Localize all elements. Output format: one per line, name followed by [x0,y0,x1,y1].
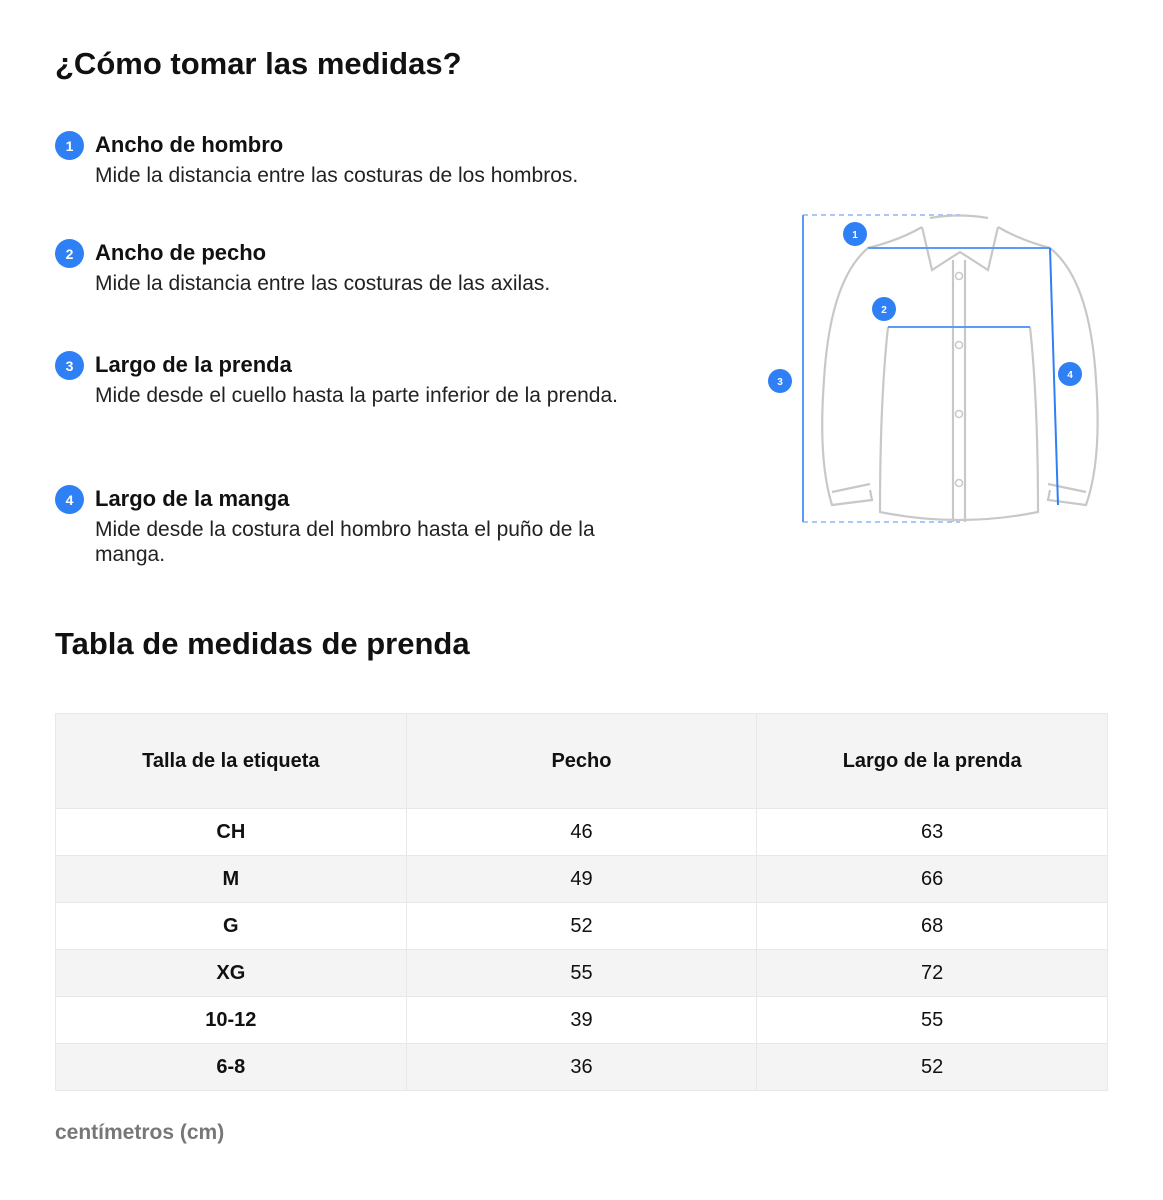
cell-length: 68 [756,902,1108,950]
column-header-length: Largo de la prenda [756,713,1108,809]
cell-chest: 52 [405,902,758,950]
badge-3-label: 3 [777,377,783,388]
badge-1-label: 1 [852,230,858,241]
table-row: M 49 66 [55,855,1108,903]
number-badge: 1 [55,131,84,160]
shirt-outline [821,214,1099,522]
column-header-chest: Pecho [405,713,758,809]
number-badge: 2 [55,239,84,268]
cell-length: 66 [756,855,1108,903]
table-row: 10-12 39 55 [55,996,1108,1044]
measure-title: Ancho de hombro [95,132,284,157]
cell-length: 52 [756,1043,1108,1091]
badge-4-label: 4 [1067,370,1073,381]
measure-title: Largo de la prenda [95,352,292,377]
measure-title: Largo de la manga [95,486,290,511]
sleeve-line [1049,247,1059,506]
badge-2-label: 2 [881,305,887,316]
measure-title: Ancho de pecho [95,240,267,265]
badge-2-icon [872,297,896,321]
shirt-measurement-illustration: 1 2 3 4 [768,214,1099,523]
cell-size: G [55,902,407,950]
size-table-title: Tabla de medidas de prenda [55,626,470,661]
measure-description: Mide desde la costura del hombro hasta e… [95,518,595,566]
cell-size: 6-8 [55,1043,407,1091]
cell-size: CH [55,808,407,856]
column-header-size: Talla de la etiqueta [55,713,407,809]
table-row: XG 55 72 [55,949,1108,997]
cell-chest: 49 [405,855,758,903]
cell-length: 72 [756,949,1108,997]
cell-chest: 36 [405,1043,758,1091]
badge-1-icon [843,222,867,246]
number-badge: 3 [55,351,84,380]
guide-title: ¿Cómo tomar las medidas? [55,46,462,81]
table-row: 6-8 36 52 [55,1043,1108,1091]
cell-chest: 39 [405,996,758,1044]
measure-description: Mide la distancia entre las costuras de … [95,164,579,187]
cell-chest: 55 [405,949,758,997]
table-header-row: Talla de la etiqueta Pecho Largo de la p… [55,713,1108,809]
size-table: Talla de la etiqueta Pecho Largo de la p… [55,713,1108,1091]
cell-length: 63 [756,808,1108,856]
cell-chest: 46 [405,808,758,856]
cell-length: 55 [756,996,1108,1044]
table-row: G 52 68 [55,902,1108,950]
unit-note: centímetros (cm) [55,1121,225,1144]
table-row: CH 46 63 [55,808,1108,856]
number-badge: 4 [55,485,84,514]
badge-3-icon [768,369,792,393]
badge-4-icon [1058,362,1082,386]
cell-size: XG [55,949,407,997]
cell-size: M [55,855,407,903]
shirt-buttons [954,271,964,488]
measure-description: Mide desde el cuello hasta la parte infe… [95,384,618,407]
measure-description: Mide la distancia entre las costuras de … [95,272,551,295]
cell-size: 10-12 [55,996,407,1044]
length-guide-dashes [803,214,960,523]
